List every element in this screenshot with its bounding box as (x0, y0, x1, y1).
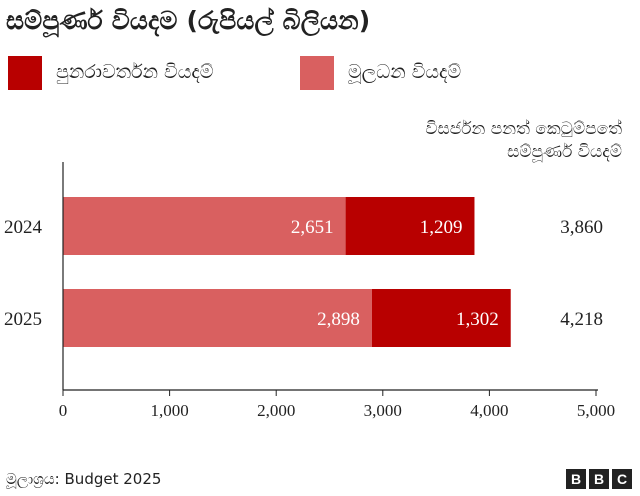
source-label: මූලාශ්‍රය: (6, 470, 60, 488)
totals-header-line-1: විසර්ජන පනත් කෙටුම්පතේ (425, 119, 622, 139)
x-tick-label: 3,000 (364, 401, 402, 420)
bbc-logo-letter: B (589, 469, 609, 489)
bar-value-label: 1,302 (456, 309, 499, 330)
x-tick-label: 4,000 (470, 401, 508, 420)
bbc-logo-letter: C (612, 469, 632, 489)
bar-segment-recurrent-2024 (345, 197, 475, 255)
chart-title: සම්පූර්ණ වියදම (රුපියල් බිලියන) (6, 6, 371, 35)
x-tick-label: 1,000 (150, 401, 188, 420)
legend-swatch-capital (300, 56, 334, 90)
x-tick-label: 2,000 (257, 401, 295, 420)
bar-segment-recurrent-2025 (371, 289, 511, 347)
bar-value-label: 2,898 (317, 309, 360, 330)
bar-segment-capital-2025 (63, 289, 372, 347)
totals-header: විසර්ජන පනත් කෙටුම්පතේ සම්පූර්ණ වියදම් (425, 118, 622, 164)
legend-label-capital: මූලධන වියදම් (348, 61, 462, 83)
legend: පුනරාවර්තන වියදම් මූලධන වියදම් (0, 56, 640, 90)
source-value: Budget 2025 (64, 470, 162, 488)
x-tick-label: 0 (59, 401, 68, 420)
category-label: 2024 (4, 217, 43, 238)
bar-value-label: 1,209 (420, 217, 463, 238)
bbc-logo-letter: B (566, 469, 586, 489)
totals-header-line-2: සම්පූර්ණ වියදම් (507, 142, 622, 162)
legend-label-recurrent: පුනරාවර්තන වියදම් (56, 61, 214, 83)
bar-value-label: 2,651 (291, 217, 334, 238)
bar-segment-capital-2024 (63, 197, 346, 255)
category-label: 2025 (4, 309, 42, 330)
source-line: මූලාශ්‍රය: Budget 2025 (6, 470, 161, 488)
legend-swatch-recurrent (8, 56, 42, 90)
stacked-bar-chart: 2,651 1,209 2024 3,860 2,898 1,302 2025 4,218 0 1… (4, 162, 615, 420)
x-tick-label: 5,000 (577, 401, 615, 420)
total-value-label: 4,218 (560, 309, 603, 330)
total-value-label: 3,860 (560, 217, 603, 238)
